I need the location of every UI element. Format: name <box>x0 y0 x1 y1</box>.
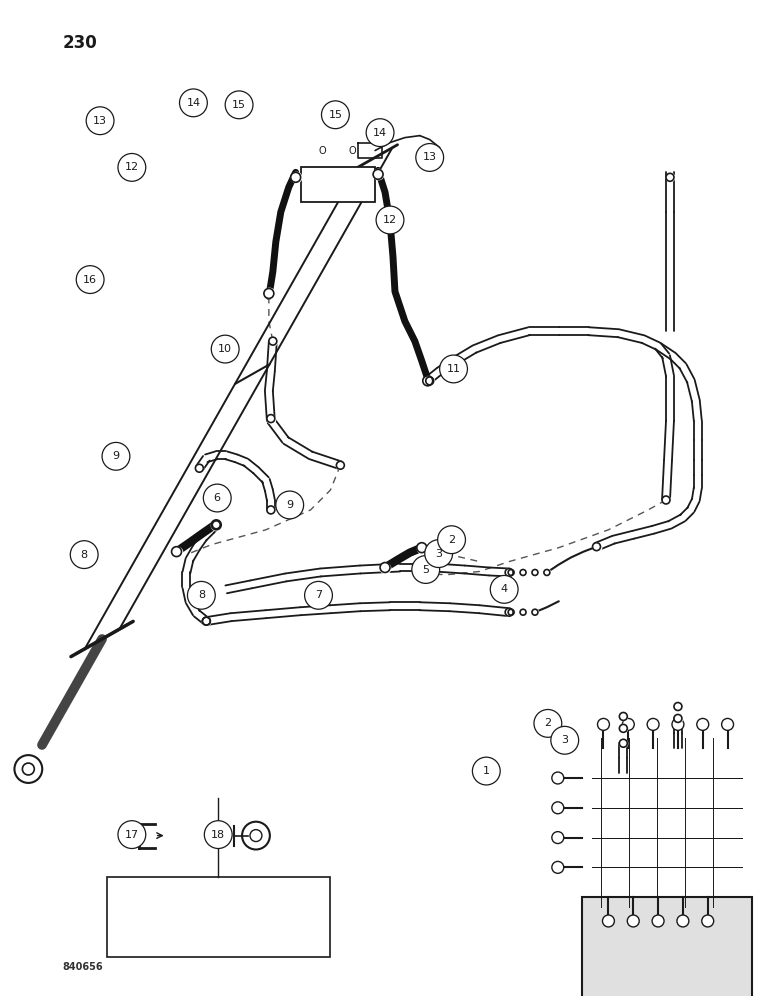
Circle shape <box>602 915 615 927</box>
Text: 1: 1 <box>483 766 490 776</box>
Circle shape <box>70 541 98 569</box>
Circle shape <box>376 206 404 234</box>
Circle shape <box>622 718 634 730</box>
Circle shape <box>491 575 518 603</box>
Text: 17: 17 <box>125 830 139 840</box>
Circle shape <box>211 335 239 363</box>
Text: 9: 9 <box>112 451 119 461</box>
Text: 18: 18 <box>211 830 225 840</box>
Bar <box>107 877 331 957</box>
Text: 230: 230 <box>62 34 97 52</box>
Circle shape <box>366 119 394 147</box>
Circle shape <box>672 718 684 730</box>
Circle shape <box>118 153 146 181</box>
Circle shape <box>187 581 215 609</box>
Circle shape <box>440 355 467 383</box>
Circle shape <box>416 144 444 171</box>
Circle shape <box>412 556 440 583</box>
Circle shape <box>438 526 466 554</box>
Circle shape <box>627 915 640 927</box>
Circle shape <box>697 718 709 730</box>
Text: O: O <box>349 146 356 156</box>
Text: 7: 7 <box>315 590 322 600</box>
Text: 13: 13 <box>423 152 437 162</box>
Circle shape <box>179 89 207 117</box>
Text: 840656: 840656 <box>62 962 103 972</box>
Text: O: O <box>319 146 326 156</box>
Circle shape <box>652 915 664 927</box>
Circle shape <box>76 266 104 293</box>
Text: 14: 14 <box>373 128 387 138</box>
Circle shape <box>86 107 114 135</box>
Circle shape <box>425 540 452 568</box>
Text: 14: 14 <box>186 98 200 108</box>
Text: 15: 15 <box>328 110 342 120</box>
Text: 11: 11 <box>446 364 460 374</box>
Text: 2: 2 <box>448 535 455 545</box>
Circle shape <box>276 491 303 519</box>
Text: 3: 3 <box>435 549 442 559</box>
Circle shape <box>702 915 714 927</box>
Circle shape <box>321 101 349 129</box>
Text: 10: 10 <box>218 344 232 354</box>
Circle shape <box>551 726 579 754</box>
Circle shape <box>551 832 564 844</box>
Text: 8: 8 <box>198 590 205 600</box>
Text: 12: 12 <box>383 215 397 225</box>
Circle shape <box>305 581 332 609</box>
Circle shape <box>15 755 42 783</box>
Circle shape <box>647 718 659 730</box>
Circle shape <box>551 772 564 784</box>
Text: 12: 12 <box>125 162 139 172</box>
Text: 4: 4 <box>501 584 508 594</box>
Circle shape <box>722 718 733 730</box>
Text: 8: 8 <box>80 550 88 560</box>
Circle shape <box>118 821 146 848</box>
Circle shape <box>473 757 500 785</box>
Text: 16: 16 <box>83 275 98 285</box>
Circle shape <box>225 91 253 119</box>
Text: 5: 5 <box>422 565 429 575</box>
Circle shape <box>204 821 232 848</box>
Text: 15: 15 <box>232 100 246 110</box>
Text: 6: 6 <box>214 493 221 503</box>
Circle shape <box>534 709 562 737</box>
Text: 9: 9 <box>286 500 293 510</box>
Circle shape <box>204 484 231 512</box>
Text: 2: 2 <box>544 718 551 728</box>
Circle shape <box>677 915 689 927</box>
Bar <box>300 167 375 202</box>
Circle shape <box>551 802 564 814</box>
Text: 3: 3 <box>562 735 569 745</box>
Bar <box>582 897 753 1000</box>
Text: 13: 13 <box>93 116 107 126</box>
Circle shape <box>597 718 609 730</box>
Circle shape <box>551 861 564 873</box>
Circle shape <box>102 442 129 470</box>
